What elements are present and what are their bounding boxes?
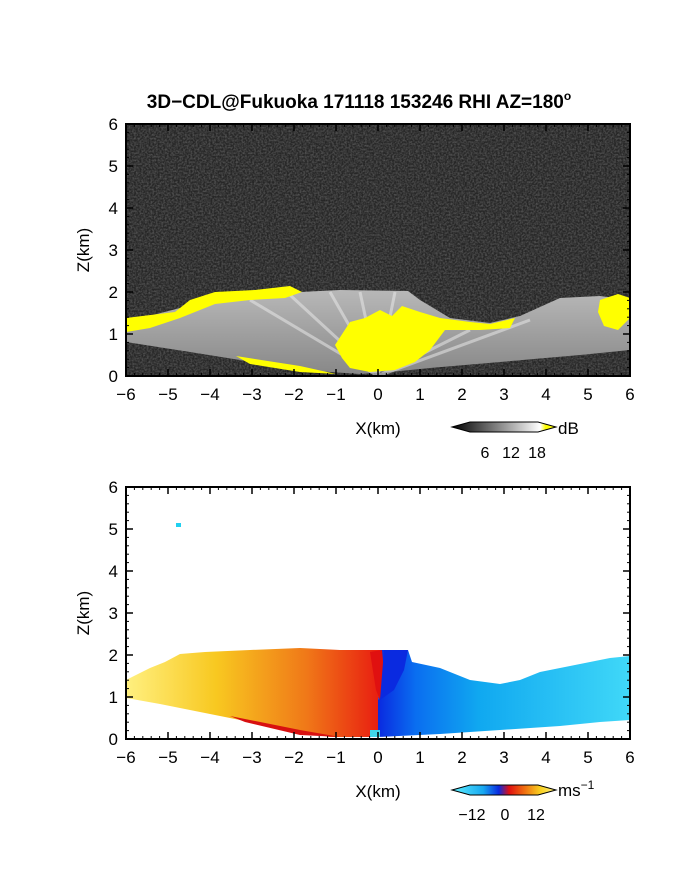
reflectivity-image: [126, 124, 630, 376]
colorbar-tick: −12: [458, 807, 485, 824]
x-tick-label: 0: [373, 385, 382, 404]
x-tick-label: −5: [158, 385, 177, 404]
y-tick-label: 6: [109, 115, 118, 134]
x-tick-label: −4: [200, 385, 219, 404]
y-tick-label: 5: [109, 520, 118, 539]
y-tick-label: 5: [109, 157, 118, 176]
x-tick-label: 5: [583, 385, 592, 404]
y-tick-label: 4: [109, 562, 118, 581]
colorbar-tick: 12: [502, 445, 520, 462]
y-tick-label: 0: [109, 730, 118, 749]
y-tick-label: 3: [109, 604, 118, 623]
colorbar-tick: 12: [527, 807, 545, 824]
y-tick-label: 3: [109, 241, 118, 260]
y-tick-label: 2: [109, 283, 118, 302]
axes: −6 −5 −4 −3 −2 −1 0 1 2 3 4 5 6 0 1 2 3 4 5 6: [109, 115, 635, 404]
colorbar-tick: 0: [501, 807, 510, 824]
reflectivity-panel: 3D−CDL@Fukuoka 171118 153246 RHI AZ=180o: [74, 89, 635, 462]
x-tick-label: 2: [457, 748, 466, 767]
x-tick-label: 4: [541, 385, 550, 404]
x-tick-label: −1: [326, 748, 345, 767]
x-tick-label: −2: [284, 748, 303, 767]
x-tick-label: 3: [499, 385, 508, 404]
y-tick-label: 4: [109, 199, 118, 218]
y-tick-label: 1: [109, 325, 118, 344]
y-tick-label: 1: [109, 688, 118, 707]
x-tick-label: −3: [242, 385, 261, 404]
x-tick-label: 6: [625, 748, 634, 767]
x-tick-label: 4: [541, 748, 550, 767]
colorbar: ms−1 −12 0 12: [450, 778, 595, 824]
colorbar-label: ms−1: [558, 778, 595, 800]
x-tick-label: 3: [499, 748, 508, 767]
saturation-yellow: [126, 286, 630, 374]
x-tick-label: −6: [116, 748, 135, 767]
negative-velocity-region: [378, 650, 630, 737]
x-tick-label: 6: [625, 385, 634, 404]
x-tick-label: 0: [373, 748, 382, 767]
x-tick-label: 2: [457, 385, 466, 404]
x-tick-label: −1: [326, 385, 345, 404]
x-tick-label: 5: [583, 748, 592, 767]
y-tick-label: 0: [109, 367, 118, 386]
colorbar: dB 6 12 18: [450, 419, 579, 462]
x-axis-label: X(km): [355, 782, 400, 801]
colorbar-label: dB: [558, 419, 579, 438]
x-tick-label: −2: [284, 385, 303, 404]
velocity-image: [126, 487, 630, 739]
x-tick-label: −6: [116, 385, 135, 404]
x-tick-label: 1: [415, 748, 424, 767]
positive-velocity-region: [126, 648, 384, 737]
x-tick-label: −5: [158, 748, 177, 767]
colorbar-tick: 6: [481, 445, 490, 462]
x-tick-label: −3: [242, 748, 261, 767]
x-axis-label: X(km): [355, 419, 400, 438]
x-tick-label: 1: [415, 385, 424, 404]
y-tick-label: 6: [109, 478, 118, 497]
x-tick-label: −4: [200, 748, 219, 767]
axes: −6 −5 −4 −3 −2 −1 0 1 2 3 4 5 6 0 1 2 3 4 5 6: [109, 478, 635, 767]
y-axis-label: Z(km): [74, 228, 93, 272]
y-tick-label: 2: [109, 646, 118, 665]
y-axis-label: Z(km): [74, 591, 93, 635]
colorbar-tick: 18: [528, 445, 546, 462]
chart-title: 3D−CDL@Fukuoka 171118 153246 RHI AZ=180o: [147, 89, 571, 113]
